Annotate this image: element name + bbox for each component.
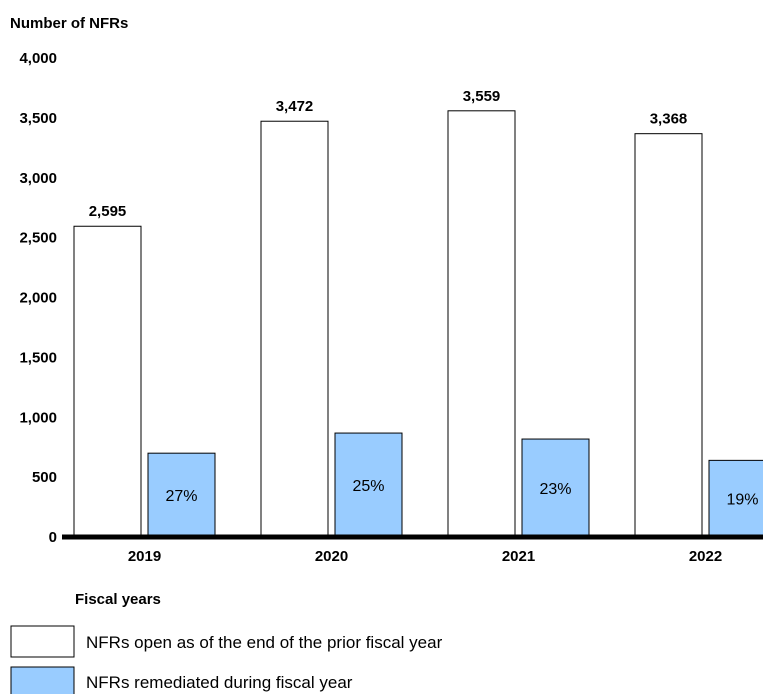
y-tick-label: 4,000 [19,50,57,67]
y-tick-label: 2,000 [19,290,57,307]
legend-swatch-open [10,625,75,658]
y-tick-label: 1,500 [19,349,57,366]
y-tick-label: 0 [49,529,57,546]
data-label-open: 3,472 [276,98,314,115]
y-tick-label: 2,500 [19,230,57,247]
bar-open [634,133,703,538]
x-tick-label: 2020 [315,548,348,565]
y-tick-label: 500 [32,469,57,486]
data-label-open: 3,559 [463,88,501,105]
y-tick-label: 3,500 [19,110,57,127]
x-tick-label: 2022 [689,548,722,565]
y-tick-label: 3,000 [19,170,57,187]
x-tick-label: 2021 [502,548,535,565]
series-remediated-bars: 27% 25% 23% 19% [147,432,763,538]
bar-remediated [147,452,216,538]
data-label-remediated: 27% [165,488,197,505]
bar-remediated [521,438,590,538]
legend-label-open: NFRs open as of the end of the prior fis… [86,633,443,652]
series-open-bars: 2,595 3,472 3,559 3,368 [73,88,703,538]
bar-open [260,120,329,538]
legend-label-remediated: NFRs remediated during fiscal year [86,673,353,692]
bar-open [73,225,142,538]
data-label-remediated: 19% [726,492,758,509]
data-label-remediated: 25% [352,478,384,495]
x-tick-label: 2019 [128,548,161,565]
y-tick-label: 1,000 [19,409,57,426]
x-axis-tick-labels: 2019 2020 2021 2022 [128,548,722,565]
y-axis-title: Number of NFRs [10,15,128,32]
data-label-open: 2,595 [89,203,127,220]
legend-swatch-remediated [10,666,75,694]
bar-remediated [334,432,403,538]
x-axis-title: Fiscal years [75,591,161,608]
y-axis-tick-labels: 0 500 1,000 1,500 2,000 2,500 3,000 3,500 4,000 [19,50,57,546]
legend: NFRs open as of the end of the prior fis… [10,625,443,694]
data-label-remediated: 23% [539,481,571,498]
bar-open [447,110,516,538]
data-label-open: 3,368 [650,111,688,128]
